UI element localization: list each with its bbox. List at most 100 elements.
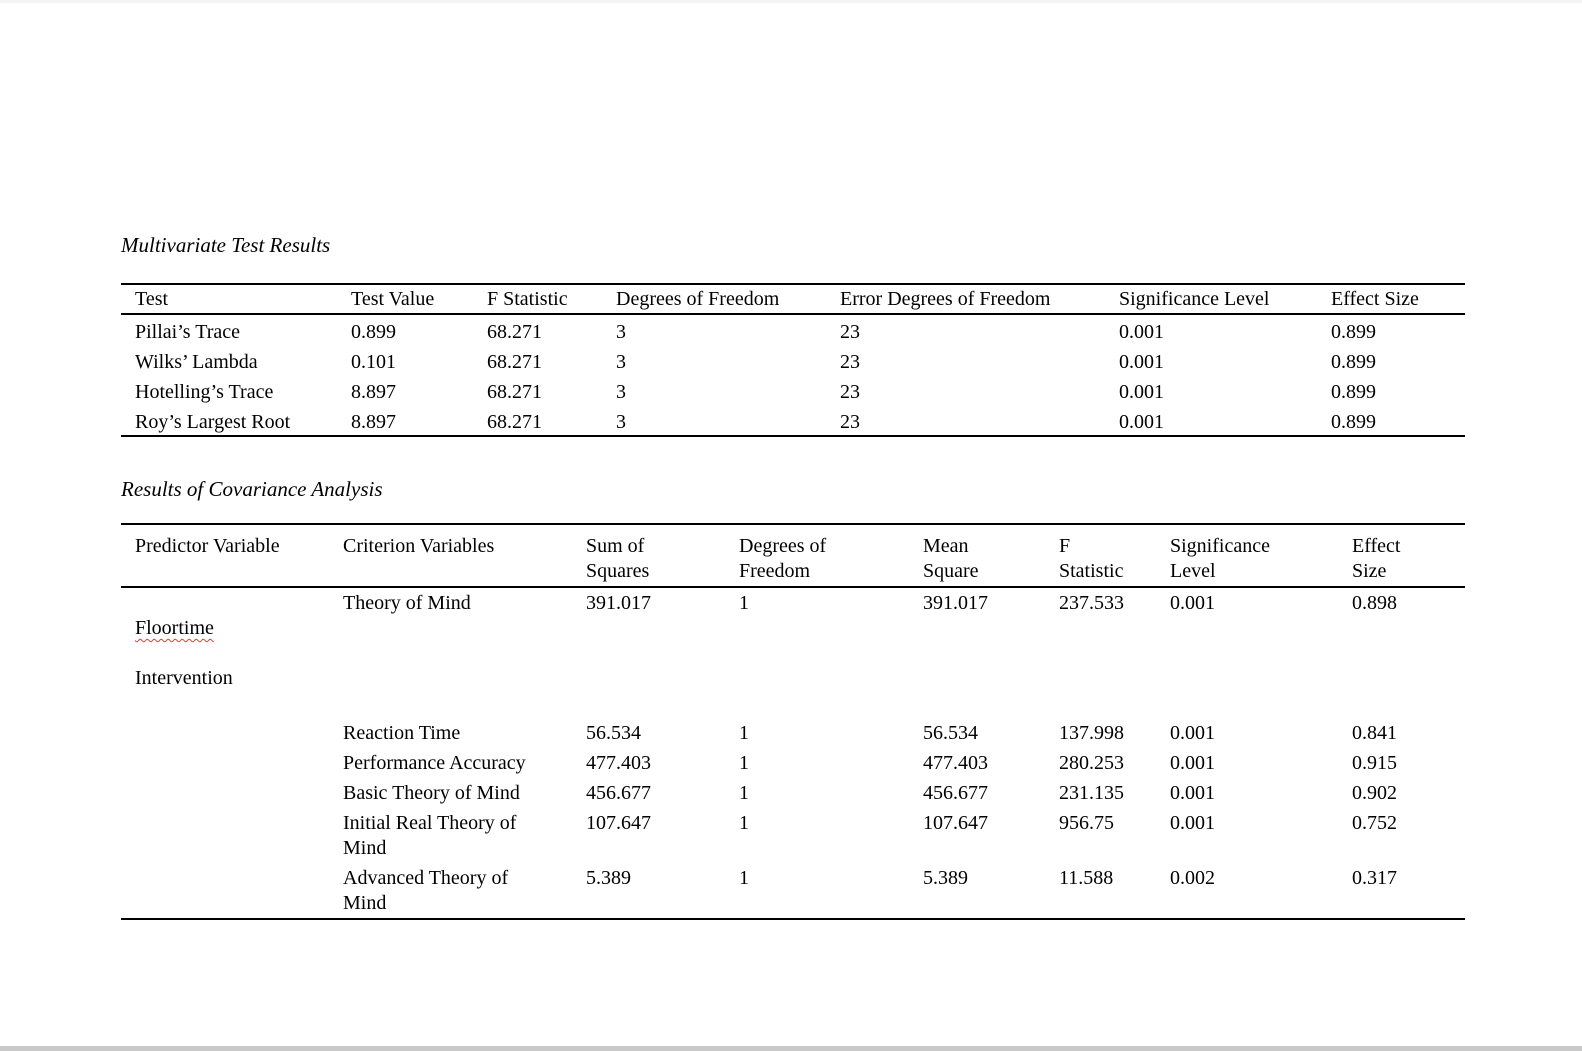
covariance-table: Predictor Variable Criterion Variables S… xyxy=(121,523,1465,920)
cell-significance: 0.001 xyxy=(1119,351,1164,373)
cell-significance: 0.001 xyxy=(1119,411,1164,433)
cell-test-name: Pillai’s Trace xyxy=(135,321,241,343)
table-row: Basic Theory of Mind 456.677 1 456.677 2… xyxy=(121,778,1465,808)
column-header-significance-level: Significance Level xyxy=(1119,288,1270,310)
page-top-edge xyxy=(0,0,1582,3)
table-row: Initial Real Theory of Mind 107.647 1 10… xyxy=(121,808,1465,863)
cell-effect-size: 0.317 xyxy=(1352,867,1397,889)
cell-mean-square: 56.534 xyxy=(923,722,978,744)
cell-f-statistic: 956.75 xyxy=(1059,812,1114,834)
cell-sum-of-squares: 477.403 xyxy=(586,752,651,774)
cell-significance: 0.001 xyxy=(1170,782,1215,804)
cell-effect-size: 0.898 xyxy=(1352,592,1397,614)
misspelled-word-floortime[interactable]: Floortime xyxy=(135,617,214,639)
table-row: Advanced Theory of Mind 5.389 1 5.389 11… xyxy=(121,863,1465,919)
cell-f-statistic: 231.135 xyxy=(1059,782,1124,804)
column-header-test: Test xyxy=(135,288,169,310)
cell-significance: 0.001 xyxy=(1170,722,1215,744)
cell-sum-of-squares: 56.534 xyxy=(586,722,641,744)
cell-effect-size: 0.841 xyxy=(1352,722,1397,744)
page-bottom-edge xyxy=(0,1046,1582,1051)
cell-mean-square: 5.389 xyxy=(923,867,968,889)
column-header-criterion-variables: Criterion Variables xyxy=(343,535,495,557)
cell-f-statistic: 68.271 xyxy=(487,411,542,433)
cell-predictor-variable: Floortime Intervention xyxy=(121,587,343,718)
cell-predictor-variable xyxy=(121,863,343,919)
column-header-f-statistic: F Statistic xyxy=(487,288,568,310)
cell-df: 1 xyxy=(739,867,749,889)
cell-df: 1 xyxy=(739,782,749,804)
cell-f-statistic: 68.271 xyxy=(487,381,542,403)
cell-significance: 0.001 xyxy=(1170,592,1215,614)
cell-f-statistic: 68.271 xyxy=(487,321,542,343)
cell-test-value: 8.897 xyxy=(351,381,396,403)
cell-sum-of-squares: 5.389 xyxy=(586,867,631,889)
cell-df: 1 xyxy=(739,722,749,744)
cell-criterion-variable: Initial Real Theory of Mind xyxy=(343,812,517,859)
table-row: Performance Accuracy 477.403 1 477.403 2… xyxy=(121,748,1465,778)
column-header-error-degrees-of-freedom: Error Degrees of Freedom xyxy=(840,288,1051,310)
cell-test-name: Wilks’ Lambda xyxy=(135,351,258,373)
covariance-header-row: Predictor Variable Criterion Variables S… xyxy=(121,524,1465,587)
table-row: Roy’s Largest Root 8.897 68.271 3 23 0.0… xyxy=(121,405,1465,436)
multivariate-header-row: Test Test Value F Statistic Degrees of F… xyxy=(121,284,1465,314)
cell-df: 1 xyxy=(739,752,749,774)
cell-error-df: 23 xyxy=(840,381,860,403)
cell-predictor-variable xyxy=(121,748,343,778)
cell-df: 1 xyxy=(739,812,749,834)
multivariate-table-title: Multivariate Test Results xyxy=(121,233,331,257)
cell-effect-size: 0.899 xyxy=(1331,381,1376,403)
column-header-f-statistic: F Statistic xyxy=(1059,535,1124,582)
cell-sum-of-squares: 107.647 xyxy=(586,812,651,834)
cell-criterion-variable: Basic Theory of Mind xyxy=(343,782,520,804)
cell-f-statistic: 280.253 xyxy=(1059,752,1124,774)
cell-mean-square: 107.647 xyxy=(923,812,988,834)
cell-criterion-variable: Advanced Theory of Mind xyxy=(343,867,509,914)
cell-mean-square: 391.017 xyxy=(923,592,988,614)
column-header-effect-size: Effect Size xyxy=(1352,535,1401,582)
cell-mean-square: 456.677 xyxy=(923,782,988,804)
cell-f-statistic: 137.998 xyxy=(1059,722,1124,744)
cell-test-name: Hotelling’s Trace xyxy=(135,381,274,403)
column-header-effect-size: Effect Size xyxy=(1331,288,1419,310)
cell-test-name: Roy’s Largest Root xyxy=(135,411,291,433)
column-header-test-value: Test Value xyxy=(351,288,435,310)
multivariate-table: Test Test Value F Statistic Degrees of F… xyxy=(121,283,1465,437)
cell-significance: 0.002 xyxy=(1170,867,1215,889)
cell-effect-size: 0.899 xyxy=(1331,411,1376,433)
cell-sum-of-squares: 456.677 xyxy=(586,782,651,804)
cell-test-value: 0.899 xyxy=(351,321,396,343)
cell-significance: 0.001 xyxy=(1119,381,1164,403)
table-row: Reaction Time 56.534 1 56.534 137.998 0.… xyxy=(121,718,1465,748)
cell-mean-square: 477.403 xyxy=(923,752,988,774)
cell-criterion-variable: Performance Accuracy xyxy=(343,752,526,774)
table-row: Floortime Intervention Theory of Mind 39… xyxy=(121,587,1465,718)
cell-effect-size: 0.899 xyxy=(1331,321,1376,343)
cell-effect-size: 0.915 xyxy=(1352,752,1397,774)
cell-f-statistic: 68.271 xyxy=(487,351,542,373)
cell-sum-of-squares: 391.017 xyxy=(586,592,651,614)
cell-df: 3 xyxy=(616,351,626,373)
cell-effect-size: 0.899 xyxy=(1331,351,1376,373)
cell-predictor-variable xyxy=(121,808,343,863)
column-header-predictor-variable: Predictor Variable xyxy=(135,535,280,557)
cell-criterion-variable: Theory of Mind xyxy=(343,592,471,614)
document-content: Multivariate Test Results Test Test Valu… xyxy=(121,0,1465,920)
cell-error-df: 23 xyxy=(840,411,860,433)
table-row: Hotelling’s Trace 8.897 68.271 3 23 0.00… xyxy=(121,375,1465,405)
column-header-sum-of-squares: Sum of Squares xyxy=(586,535,650,582)
cell-df: 3 xyxy=(616,381,626,403)
table-row: Pillai’s Trace 0.899 68.271 3 23 0.001 0… xyxy=(121,314,1465,345)
cell-criterion-variable: Reaction Time xyxy=(343,722,461,744)
cell-effect-size: 0.752 xyxy=(1352,812,1397,834)
cell-significance: 0.001 xyxy=(1119,321,1164,343)
cell-f-statistic: 237.533 xyxy=(1059,592,1124,614)
cell-df: 3 xyxy=(616,321,626,343)
cell-error-df: 23 xyxy=(840,351,860,373)
cell-significance: 0.001 xyxy=(1170,752,1215,774)
column-header-significance-level: Significance Level xyxy=(1170,535,1270,582)
cell-error-df: 23 xyxy=(840,321,860,343)
covariance-table-title: Results of Covariance Analysis xyxy=(121,477,383,501)
cell-test-value: 8.897 xyxy=(351,411,396,433)
